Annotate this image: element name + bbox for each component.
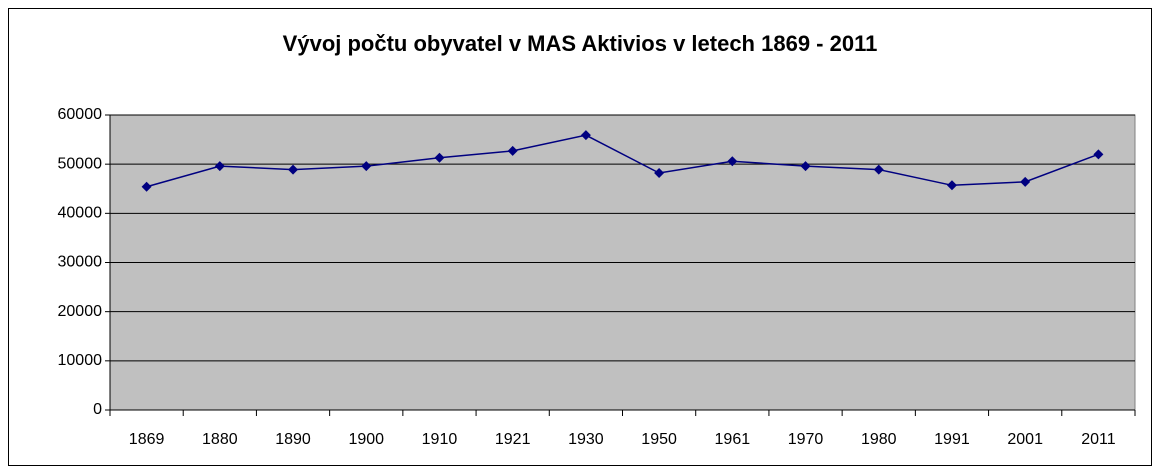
y-tick-label: 20000 bbox=[58, 303, 103, 320]
y-tick-label: 10000 bbox=[58, 352, 103, 369]
data-marker bbox=[507, 145, 518, 156]
x-tick-label: 1930 bbox=[568, 431, 604, 448]
x-tick-label: 1890 bbox=[275, 431, 311, 448]
x-tick-label: 1880 bbox=[202, 431, 238, 448]
chart-title: Vývoj počtu obyvatel v MAS Aktivios v le… bbox=[283, 31, 878, 56]
y-tick-label: 40000 bbox=[58, 205, 103, 222]
x-tick-label: 1950 bbox=[641, 431, 677, 448]
data-marker bbox=[800, 161, 811, 172]
x-tick-label: 1921 bbox=[495, 431, 531, 448]
x-tick-label: 1970 bbox=[788, 431, 824, 448]
data-marker bbox=[1093, 149, 1104, 160]
data-marker bbox=[946, 180, 957, 191]
y-tick-label: 0 bbox=[93, 401, 102, 418]
data-marker bbox=[1020, 176, 1031, 187]
y-tick-label: 30000 bbox=[58, 254, 103, 271]
data-marker bbox=[727, 156, 738, 167]
x-tick-label: 1980 bbox=[861, 431, 897, 448]
data-marker bbox=[361, 161, 372, 172]
y-tick-label: 50000 bbox=[58, 155, 103, 172]
data-marker bbox=[580, 130, 591, 141]
x-tick-label: 1869 bbox=[129, 431, 165, 448]
x-tick-label: 2001 bbox=[1007, 431, 1043, 448]
data-marker bbox=[141, 181, 152, 192]
data-marker bbox=[434, 152, 445, 163]
x-tick-label: 1991 bbox=[934, 431, 970, 448]
data-marker bbox=[873, 164, 884, 175]
x-tick-label: 1910 bbox=[422, 431, 458, 448]
data-marker bbox=[214, 161, 225, 172]
x-tick-label: 1961 bbox=[715, 431, 751, 448]
x-tick-label: 1900 bbox=[348, 431, 384, 448]
data-marker bbox=[654, 168, 665, 179]
x-tick-label: 2011 bbox=[1081, 431, 1116, 448]
data-marker bbox=[288, 164, 299, 175]
y-tick-label: 60000 bbox=[58, 106, 103, 123]
data-line bbox=[146, 134, 1099, 188]
